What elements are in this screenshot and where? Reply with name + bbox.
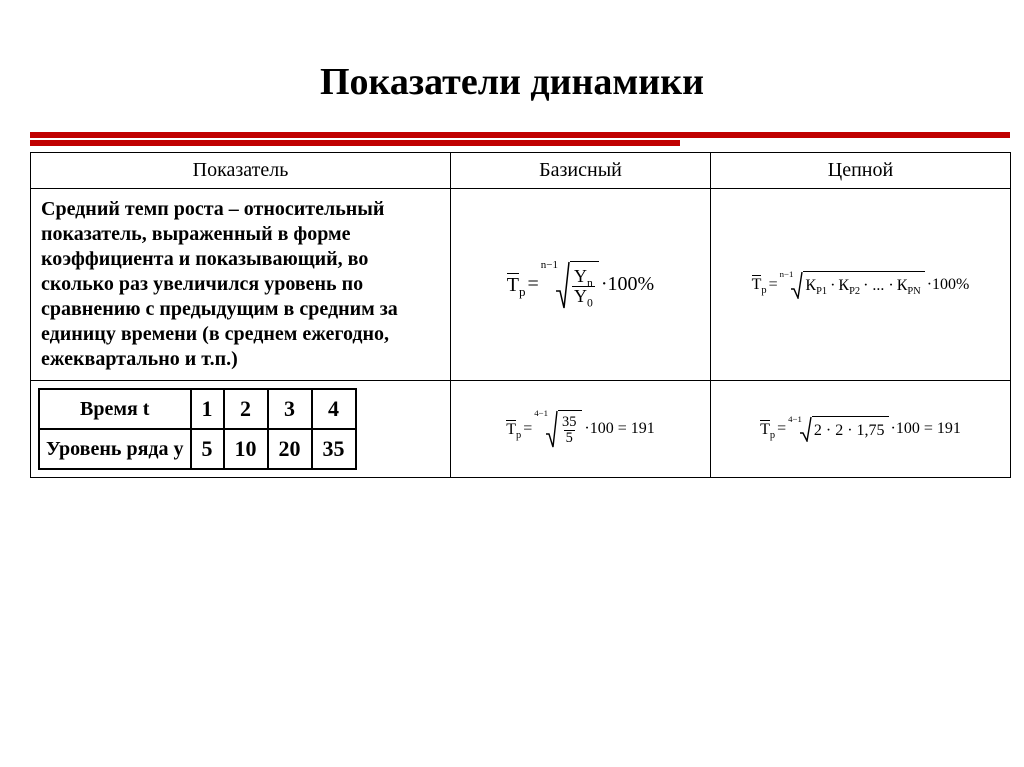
y-value: 35 [312, 429, 356, 469]
table-row: Время t 1 2 3 4 Уровень ряда y 5 10 20 3… [31, 381, 1011, 478]
time-label: Время t [39, 389, 191, 429]
col-header-basis: Базисный [451, 153, 711, 189]
basis-formula: Tp = n−1 Yn Y0 ·1 [451, 189, 711, 381]
accent-bar [30, 132, 994, 146]
t-value: 4 [312, 389, 356, 429]
t-value: 2 [224, 389, 268, 429]
col-header-indicator: Показатель [31, 153, 451, 189]
chain-example-formula: Tp = 4−1 2 · 2 · 1,75 ·100 = 191 [711, 381, 1011, 478]
y-value: 5 [191, 429, 224, 469]
page-title: Показатели динамики [30, 60, 994, 104]
y-value: 10 [224, 429, 268, 469]
level-label: Уровень ряда y [39, 429, 191, 469]
table-header-row: Показатель Базисный Цепной [31, 153, 1011, 189]
dynamics-table: Показатель Базисный Цепной Средний темп … [30, 152, 1011, 478]
example-data-cell: Время t 1 2 3 4 Уровень ряда y 5 10 20 3… [31, 381, 451, 478]
y-value: 20 [268, 429, 312, 469]
col-header-chain: Цепной [711, 153, 1011, 189]
chain-formula: Tp = n−1 КР1 · КР2 · ... · КРN [711, 189, 1011, 381]
example-series-table: Время t 1 2 3 4 Уровень ряда y 5 10 20 3… [38, 388, 357, 470]
t-value: 3 [268, 389, 312, 429]
indicator-description: Средний темп роста – относительный показ… [31, 189, 451, 381]
table-row: Средний темп роста – относительный показ… [31, 189, 1011, 381]
basis-example-formula: Tp = 4−1 35 5 ·10 [451, 381, 711, 478]
t-value: 1 [191, 389, 224, 429]
